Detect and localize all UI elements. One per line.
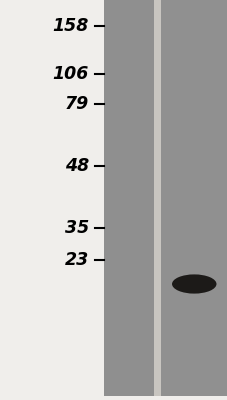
Bar [153,0,160,396]
Text: 79: 79 [64,95,89,113]
Text: 23: 23 [64,251,89,269]
Text: 35: 35 [64,219,89,237]
Bar [103,0,153,396]
Ellipse shape [171,274,216,294]
Bar [160,0,227,396]
Text: 106: 106 [52,65,89,83]
Text: 158: 158 [52,17,89,35]
Text: 48: 48 [64,157,89,175]
